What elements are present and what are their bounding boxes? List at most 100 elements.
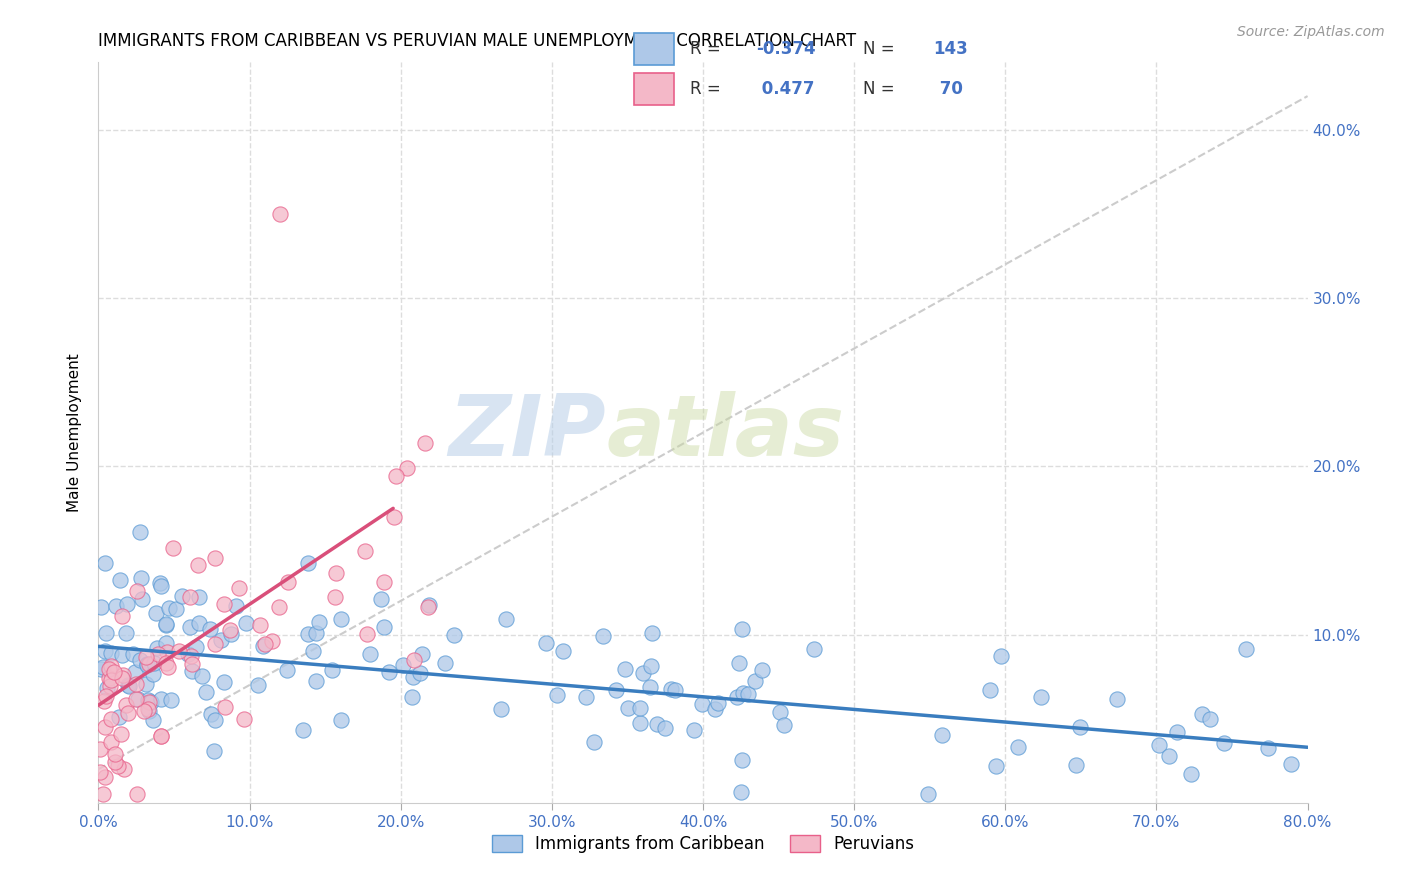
Point [605,682,627,697]
Point [725,690,748,704]
Point [411,647,433,661]
Point [105,599,128,613]
Point [392,657,415,672]
Point [979,683,1001,698]
Point [155,656,177,670]
Point [155,618,177,632]
Point [404,653,426,667]
FancyBboxPatch shape [634,72,673,104]
Point [108,710,131,724]
Point [142,713,165,727]
Point [117,706,139,720]
Point [382,510,405,524]
Point [803,642,825,657]
Point [1279,756,1302,771]
Text: -0.374: -0.374 [756,40,815,58]
Point [325,566,347,581]
Point [167,644,190,658]
Point [124,692,146,706]
Point [190,669,212,683]
Point [93,644,115,658]
Point [136,693,159,707]
Point [291,723,314,738]
Point [330,612,353,626]
Point [138,657,160,672]
Point [232,712,254,726]
Point [575,690,598,705]
Point [128,653,150,667]
Point [1029,690,1052,704]
Point [155,617,177,632]
Point [418,599,440,614]
Point [138,704,160,718]
Point [127,788,149,802]
Point [93,693,115,707]
Point [769,705,792,719]
Point [354,544,377,558]
Point [773,717,796,731]
Point [1191,707,1213,722]
Point [107,759,129,773]
Point [94,720,117,734]
Point [373,620,395,634]
Point [308,615,330,630]
Point [491,702,513,716]
Point [219,627,242,641]
Point [373,574,395,589]
Point [149,576,172,591]
Point [359,648,381,662]
Point [104,755,127,769]
Point [125,584,148,599]
Point [728,656,751,670]
Point [121,647,143,661]
Point [129,525,152,540]
Point [146,640,169,655]
Point [433,656,456,670]
Point [187,558,209,572]
Point [247,678,270,692]
Point [132,704,155,718]
Point [744,674,766,689]
Point [751,663,773,677]
Point [1149,738,1171,752]
Point [418,598,440,612]
Point [150,692,173,706]
Point [225,599,247,614]
Point [984,759,1007,773]
Point [115,625,138,640]
Point [546,688,568,702]
Point [1212,735,1234,749]
Point [89,764,111,779]
Point [1234,641,1257,656]
Point [129,571,152,585]
Point [631,666,654,681]
Point [135,676,157,690]
Point [536,636,558,650]
Point [124,665,146,679]
Legend: Immigrants from Caribbean, Peruvians: Immigrants from Caribbean, Peruvians [484,826,922,861]
Point [703,702,725,716]
Point [413,436,436,450]
Point [149,729,172,743]
Point [1064,757,1087,772]
Point [176,647,198,661]
Point [100,659,122,673]
Point [323,590,346,604]
Point [305,625,328,640]
Point [111,648,134,662]
Point [204,713,226,727]
Point [645,717,668,731]
Point [91,660,114,674]
Point [91,788,114,802]
Text: Source: ZipAtlas.com: Source: ZipAtlas.com [1237,25,1385,39]
Point [1069,720,1091,734]
Point [157,600,180,615]
Point [1199,713,1222,727]
Point [731,753,754,767]
Point [614,662,637,676]
Point [277,575,299,590]
Y-axis label: Male Unemployment: Male Unemployment [67,353,83,512]
Point [125,677,148,691]
Text: N =: N = [863,40,900,58]
Point [628,701,651,715]
